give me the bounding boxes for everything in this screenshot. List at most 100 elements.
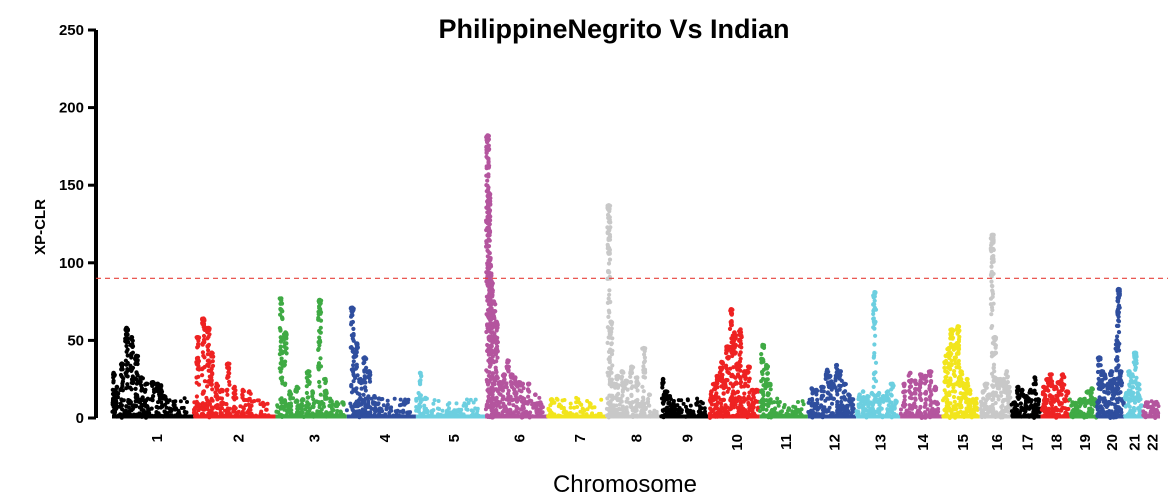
data-point [191,410,196,415]
data-point [949,362,954,367]
data-point [1006,397,1011,402]
data-point [488,218,493,223]
data-point [156,400,160,405]
data-point [742,412,746,417]
data-point [955,360,960,365]
chromosome-13-points [854,290,901,420]
data-point [220,406,224,411]
data-point [868,412,873,417]
data-point [647,409,653,414]
data-point [497,385,502,390]
data-point [986,410,991,415]
data-point [352,414,357,419]
data-point [654,414,659,419]
data-point [422,403,427,408]
data-point [961,391,966,396]
data-point [454,408,459,413]
data-point [729,322,734,327]
data-point [429,411,434,416]
peak-point [928,369,933,374]
data-point [872,319,877,324]
peak-point [646,392,652,398]
data-point [1032,410,1037,415]
data-point [552,400,557,405]
data-point [929,408,934,412]
data-point [888,400,893,405]
data-point [923,410,927,415]
data-point [317,343,322,348]
data-point [988,302,994,307]
data-point [280,316,285,321]
data-point [719,413,723,418]
chromosome-5-points [414,370,486,419]
peak-point [917,372,923,377]
data-point [728,366,733,371]
data-point [133,361,138,366]
data-point [952,357,957,362]
data-point [671,411,676,416]
data-point [604,406,609,411]
data-point [916,408,920,413]
peak-point [372,394,377,399]
data-point [628,380,633,385]
data-point [232,414,237,419]
data-point [495,349,500,354]
data-point [922,404,927,409]
data-point [1041,398,1046,403]
data-point [260,412,264,417]
data-point [331,408,336,413]
data-point [913,387,918,392]
data-point [763,413,768,418]
chromosome-3-points [274,296,347,419]
data-point [112,413,116,418]
data-point [312,401,317,405]
data-point [812,406,817,411]
peak-point [872,290,877,295]
data-point [943,375,948,380]
data-point [839,378,844,383]
data-point [727,326,733,331]
data-point [1015,395,1020,400]
data-point [398,397,403,402]
data-point [114,404,119,409]
data-point [629,401,634,405]
data-point [206,342,211,347]
data-point [381,403,386,408]
data-point [1002,409,1007,414]
data-point [173,413,178,418]
data-point [854,412,859,417]
chromosome-11-points [758,342,808,420]
data-point [278,339,283,344]
data-point [264,407,269,412]
data-point [488,305,493,311]
data-point [514,404,519,409]
peak-point [1064,389,1070,394]
data-point [484,144,489,149]
data-point [872,294,877,299]
data-point [284,351,289,356]
data-point [684,404,688,409]
data-point [231,406,236,411]
data-point [1058,408,1063,413]
data-point [417,381,423,386]
data-point [160,404,165,409]
data-point [735,390,740,395]
peak-point [1048,372,1054,377]
data-point [414,405,419,409]
data-point [992,369,997,374]
peak-point [983,381,989,387]
data-point [113,410,117,415]
data-point [715,406,720,411]
data-point [997,386,1002,391]
data-point [282,341,287,346]
data-point [493,378,498,383]
data-point [564,413,568,418]
data-point [168,409,173,414]
data-point [225,365,230,370]
data-point [213,411,218,416]
data-point [484,149,489,154]
data-point [719,405,724,409]
data-point [466,401,471,405]
data-point [126,339,131,345]
data-point [148,397,153,402]
